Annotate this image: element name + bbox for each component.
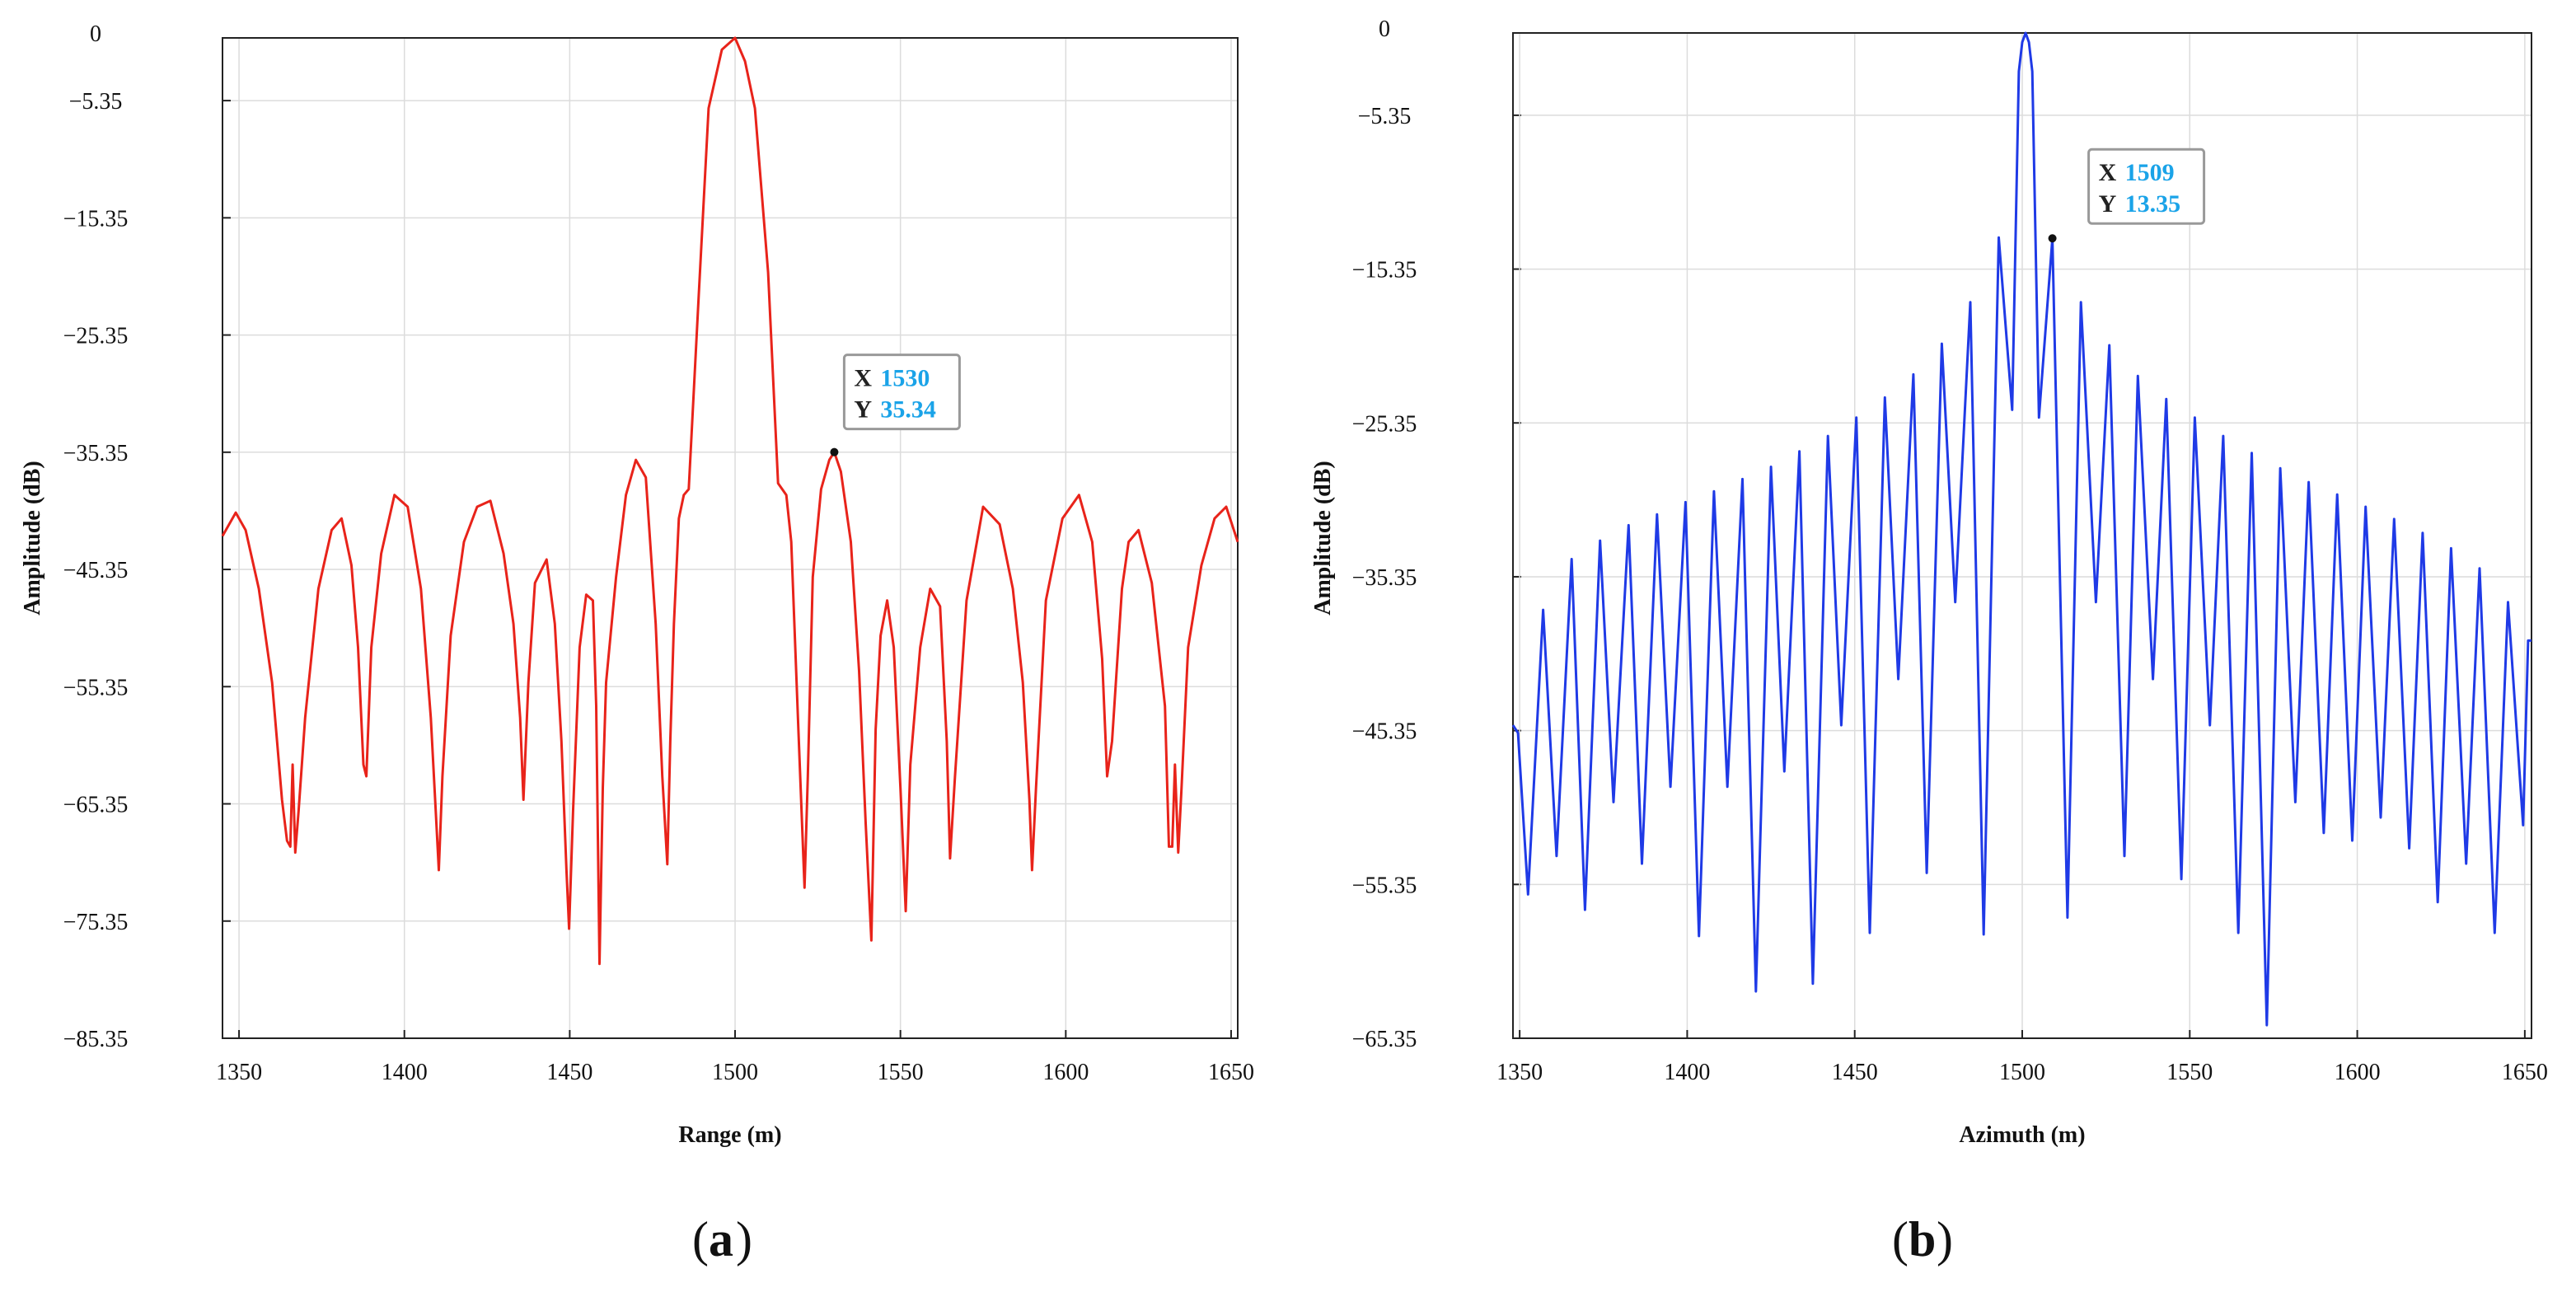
panel-paren-close-b: ) [1937, 1212, 1953, 1267]
x-tick-label: 1350 [216, 1060, 262, 1085]
y-tick-label: −5.35 [1358, 104, 1412, 129]
x-tick-label: 1600 [2335, 1060, 2381, 1085]
x-tick-label: 1450 [546, 1060, 592, 1085]
x-tick-labels-a: 1350 1400 1450 1500 1550 1600 1650 [216, 1060, 1254, 1085]
datatip-y-value-a: 35.34 [880, 396, 936, 424]
y-tick-label: −65.35 [63, 793, 129, 818]
datatip-y-key-b: Y [2099, 190, 2117, 218]
x-tick-label: 1350 [1496, 1060, 1543, 1085]
y-tick-label: −55.35 [1352, 873, 1417, 898]
y-tick-labels-b: 0 −5.35 −15.35 −25.35 −35.35 −45.35 −55.35 −65.… [1352, 16, 1417, 1052]
x-tick-label: 1650 [2502, 1060, 2548, 1085]
x-tick-label: 1650 [1208, 1060, 1254, 1085]
panel-paren-close-a: ) [736, 1212, 752, 1267]
datatip-b[interactable]: X 1509 Y 13.35 [2048, 147, 2206, 243]
datatip-x-value-b: 1509 [2125, 159, 2175, 186]
plot-frame-a [222, 37, 1239, 1039]
x-tick-label: 1450 [1832, 1060, 1878, 1085]
y-tick-label: −85.35 [63, 1027, 129, 1052]
y-tick-label: 0 [90, 21, 101, 47]
x-axis-label-a: Range (m) [678, 1122, 781, 1148]
y-tick-label: −15.35 [1352, 258, 1417, 283]
series-line-range [221, 36, 1239, 966]
datatip-y-key-a: Y [854, 396, 872, 424]
y-tick-label: −45.35 [1352, 719, 1417, 745]
panel-paren-open-a: ( [692, 1212, 709, 1267]
y-tick-label: −65.35 [1352, 1027, 1417, 1052]
panel-label-a: ( a ) [692, 1212, 752, 1267]
plot-frame-b [1512, 32, 2532, 1039]
datatip-a[interactable]: X 1530 Y 35.34 [830, 354, 961, 457]
y-tick-label: −35.35 [63, 441, 129, 466]
panel-label-b: ( b ) [1892, 1212, 1953, 1267]
datatip-box-a [842, 354, 961, 431]
x-tick-label: 1600 [1042, 1060, 1089, 1085]
y-axis-label-a: Amplitude (dB) [20, 461, 45, 615]
y-tick-label: −25.35 [63, 324, 129, 349]
x-tick-label: 1500 [712, 1060, 758, 1085]
y-tick-label: 0 [1379, 16, 1390, 42]
panel-letter-b: b [1909, 1212, 1936, 1267]
y-tick-label: −15.35 [63, 206, 129, 232]
datatip-box-b [2087, 147, 2206, 225]
y-tick-label: −35.35 [1352, 565, 1417, 591]
datatip-y-value-b: 13.35 [2125, 190, 2181, 218]
x-tick-label: 1500 [1999, 1060, 2045, 1085]
y-tick-label: −55.35 [63, 675, 129, 700]
datatip-marker-b[interactable] [2048, 234, 2057, 243]
datatip-marker-a[interactable] [830, 447, 839, 457]
y-tick-label: −5.35 [69, 89, 123, 115]
x-axis-label-b: Azimuth (m) [1959, 1122, 2085, 1148]
chart-azimuth-profile: 0 −5.35 −15.35 −25.35 −35.35 −45.35 −55.35 −65.… [1310, 16, 2548, 1267]
x-tick-label: 1400 [1664, 1060, 1710, 1085]
y-tick-label: −25.35 [1352, 411, 1417, 437]
x-tick-label: 1400 [382, 1060, 428, 1085]
chart-range-profile: 0 −5.35 −15.35 −25.35 −35.35 −45.35 −55.35 −65.… [20, 21, 1254, 1267]
y-tick-label: −45.35 [63, 558, 129, 583]
y-axis-label-b: Amplitude (dB) [1310, 461, 1336, 615]
datatip-x-key-b: X [2099, 159, 2117, 186]
x-tick-label: 1550 [878, 1060, 924, 1085]
x-tick-labels-b: 1350 1400 1450 1500 1550 1600 1650 [1496, 1060, 2548, 1085]
datatip-x-value-a: 1530 [880, 365, 930, 392]
grid-b [1513, 32, 2532, 1039]
datatip-x-key-a: X [854, 365, 872, 392]
y-tick-label: −75.35 [63, 910, 129, 935]
series-line-azimuth [1511, 31, 2532, 1027]
x-tick-label: 1550 [2166, 1060, 2213, 1085]
grid-a [222, 37, 1238, 1039]
y-tick-labels-a: 0 −5.35 −15.35 −25.35 −35.35 −45.35 −55.35 −65.… [63, 21, 129, 1052]
panel-paren-open-b: ( [1892, 1212, 1909, 1267]
panel-letter-a: a [709, 1212, 733, 1267]
